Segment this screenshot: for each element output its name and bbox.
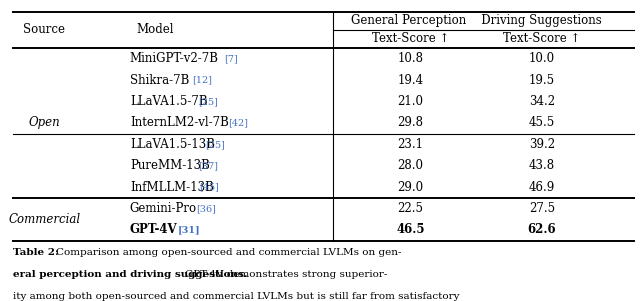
Text: [37]: [37] bbox=[198, 161, 218, 170]
Text: [25]: [25] bbox=[205, 140, 225, 149]
Text: MiniGPT-v2-7B: MiniGPT-v2-7B bbox=[130, 52, 219, 65]
Text: 23.1: 23.1 bbox=[397, 138, 424, 151]
Text: [25]: [25] bbox=[198, 97, 218, 106]
Text: LLaVA1.5-7B: LLaVA1.5-7B bbox=[130, 95, 207, 108]
Text: General Perception    Driving Suggestions: General Perception Driving Suggestions bbox=[351, 14, 602, 27]
Text: 43.8: 43.8 bbox=[529, 159, 555, 172]
Text: 22.5: 22.5 bbox=[397, 202, 424, 215]
Text: Commercial: Commercial bbox=[8, 213, 81, 226]
Text: PureMM-13B: PureMM-13B bbox=[130, 159, 210, 172]
Text: 28.0: 28.0 bbox=[397, 159, 424, 172]
Text: 45.5: 45.5 bbox=[529, 116, 555, 129]
Text: 27.5: 27.5 bbox=[529, 202, 555, 215]
Text: Gemini-Pro: Gemini-Pro bbox=[130, 202, 197, 215]
Text: [7]: [7] bbox=[223, 54, 237, 63]
Text: 29.0: 29.0 bbox=[397, 181, 424, 194]
Text: [31]: [31] bbox=[177, 225, 200, 234]
Text: Model: Model bbox=[136, 23, 173, 36]
Text: Shikra-7B: Shikra-7B bbox=[130, 74, 189, 87]
Text: 19.5: 19.5 bbox=[529, 74, 555, 87]
Text: Source: Source bbox=[23, 23, 65, 36]
Text: GPT-4V: GPT-4V bbox=[130, 223, 177, 236]
Text: InternLM2-vl-7B: InternLM2-vl-7B bbox=[130, 116, 228, 129]
Text: 34.2: 34.2 bbox=[529, 95, 555, 108]
Text: 10.0: 10.0 bbox=[529, 52, 555, 65]
Text: 29.8: 29.8 bbox=[397, 116, 424, 129]
Text: GPT-4V demonstrates strong superior-: GPT-4V demonstrates strong superior- bbox=[185, 270, 387, 279]
Text: [42]: [42] bbox=[228, 118, 248, 127]
Text: [36]: [36] bbox=[196, 204, 216, 213]
Text: 10.8: 10.8 bbox=[397, 52, 424, 65]
Text: 46.5: 46.5 bbox=[396, 223, 425, 236]
Text: 62.6: 62.6 bbox=[527, 223, 556, 236]
Text: LLaVA1.5-13B: LLaVA1.5-13B bbox=[130, 138, 215, 151]
Text: Open: Open bbox=[28, 116, 60, 129]
Text: eral perception and driving suggestions.: eral perception and driving suggestions. bbox=[13, 270, 251, 279]
Text: [12]: [12] bbox=[192, 76, 212, 85]
Text: ity among both open-sourced and commercial LVLMs but is still far from satisfact: ity among both open-sourced and commerci… bbox=[13, 292, 459, 301]
Text: Text-Score ↑: Text-Score ↑ bbox=[372, 33, 449, 45]
Text: Table 2:: Table 2: bbox=[13, 248, 62, 257]
Text: 19.4: 19.4 bbox=[397, 74, 424, 87]
Text: [45]: [45] bbox=[200, 182, 220, 191]
Text: 39.2: 39.2 bbox=[529, 138, 555, 151]
Text: InfMLLM-13B: InfMLLM-13B bbox=[130, 181, 214, 194]
Text: Text-Score ↑: Text-Score ↑ bbox=[503, 33, 580, 45]
Text: Comparison among open-sourced and commercial LVLMs on gen-: Comparison among open-sourced and commer… bbox=[56, 248, 401, 257]
Text: 21.0: 21.0 bbox=[397, 95, 424, 108]
Text: 46.9: 46.9 bbox=[529, 181, 555, 194]
